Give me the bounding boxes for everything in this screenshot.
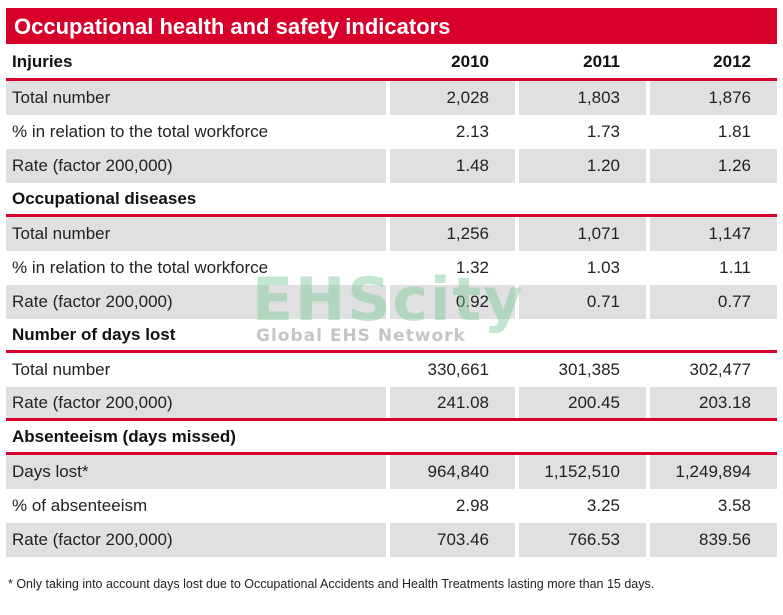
table-row: % in relation to the total workforce 1.3… <box>6 251 777 285</box>
value-2010: 1,256 <box>446 224 489 243</box>
section-heading-injuries: Injuries <box>12 52 73 71</box>
title-bar: Occupational health and safety indicator… <box>6 8 777 44</box>
value-2010: 964,840 <box>427 462 489 481</box>
table-row: % in relation to the total workforce 2.1… <box>6 115 777 149</box>
value-2011: 3.25 <box>586 496 620 515</box>
value-2010: 2.98 <box>455 496 489 515</box>
row-label: Total number <box>12 360 111 379</box>
section-heading-absenteeism: Absenteeism (days missed) <box>12 426 236 446</box>
footnote: * Only taking into account days lost due… <box>8 577 655 591</box>
value-2010: 330,661 <box>427 360 489 379</box>
section-heading-row: Number of days lost <box>6 319 777 353</box>
section-heading-row: Absenteeism (days missed) <box>6 421 777 455</box>
row-label: % in relation to the total workforce <box>12 258 269 277</box>
value-2012: 3.58 <box>717 496 751 515</box>
indicators-table: Injuries 2010 2011 2012 Total number 2,0… <box>6 46 777 557</box>
value-2012: 1.11 <box>719 258 751 277</box>
table-row: Rate (factor 200,000) 241.08 200.45 203.… <box>6 387 777 421</box>
column-header-2010: 2010 <box>451 52 489 71</box>
section-heading-occupational-diseases: Occupational diseases <box>12 188 197 208</box>
value-2012: 1,876 <box>708 88 751 107</box>
row-label: Days lost* <box>12 462 89 481</box>
value-2012: 1.26 <box>717 156 751 175</box>
row-label: Total number <box>12 224 111 243</box>
row-label: Total number <box>12 88 111 107</box>
table-row: Rate (factor 200,000) 1.48 1.20 1.26 <box>6 149 777 183</box>
table-header-row: Injuries 2010 2011 2012 <box>6 46 777 81</box>
column-header-2011: 2011 <box>583 52 620 71</box>
table-row: Days lost* 964,840 1,152,510 1,249,894 <box>6 455 777 489</box>
value-2010: 2,028 <box>446 88 489 107</box>
value-2011: 1.73 <box>586 122 620 141</box>
row-label: Rate (factor 200,000) <box>12 156 173 175</box>
value-2012: 1,249,894 <box>675 462 751 481</box>
value-2011: 1,071 <box>577 224 620 243</box>
value-2011: 1,803 <box>577 88 620 107</box>
row-label: Rate (factor 200,000) <box>12 392 173 412</box>
row-label: Rate (factor 200,000) <box>12 530 173 549</box>
table-row: Rate (factor 200,000) 703.46 766.53 839.… <box>6 523 777 557</box>
table-row: Total number 2,028 1,803 1,876 <box>6 81 777 115</box>
value-2012: 839.56 <box>699 530 751 549</box>
value-2011: 1.03 <box>586 258 620 277</box>
value-2012: 0.77 <box>717 292 751 311</box>
value-2012: 1,147 <box>708 224 751 243</box>
value-2010: 2.13 <box>455 122 489 141</box>
section-heading-days-lost: Number of days lost <box>12 324 176 344</box>
value-2010: 1.48 <box>455 156 489 175</box>
column-header-2012: 2012 <box>713 52 751 71</box>
value-2011: 301,385 <box>558 360 620 379</box>
page-title: Occupational health and safety indicator… <box>14 14 451 39</box>
table-row: Total number 330,661 301,385 302,477 <box>6 353 777 387</box>
value-2011: 200.45 <box>568 392 620 412</box>
value-2011: 1.20 <box>586 156 620 175</box>
value-2010: 703.46 <box>437 530 489 549</box>
value-2010: 1.32 <box>455 258 489 277</box>
value-2012: 302,477 <box>689 360 751 379</box>
value-2010: 0.92 <box>455 292 489 311</box>
value-2011: 1,152,510 <box>544 462 620 481</box>
table-row: % of absenteeism 2.98 3.25 3.58 <box>6 489 777 523</box>
value-2011: 766.53 <box>568 530 620 549</box>
value-2012: 1.81 <box>717 122 751 141</box>
value-2012: 203.18 <box>699 392 751 412</box>
row-label: Rate (factor 200,000) <box>12 292 173 311</box>
table-row: Total number 1,256 1,071 1,147 <box>6 217 777 251</box>
value-2010: 241.08 <box>437 392 489 412</box>
row-label: % of absenteeism <box>12 496 148 515</box>
table-row: Rate (factor 200,000) 0.92 0.71 0.77 <box>6 285 777 319</box>
value-2011: 0.71 <box>586 292 620 311</box>
section-heading-row: Occupational diseases <box>6 183 777 217</box>
row-label: % in relation to the total workforce <box>12 122 269 141</box>
